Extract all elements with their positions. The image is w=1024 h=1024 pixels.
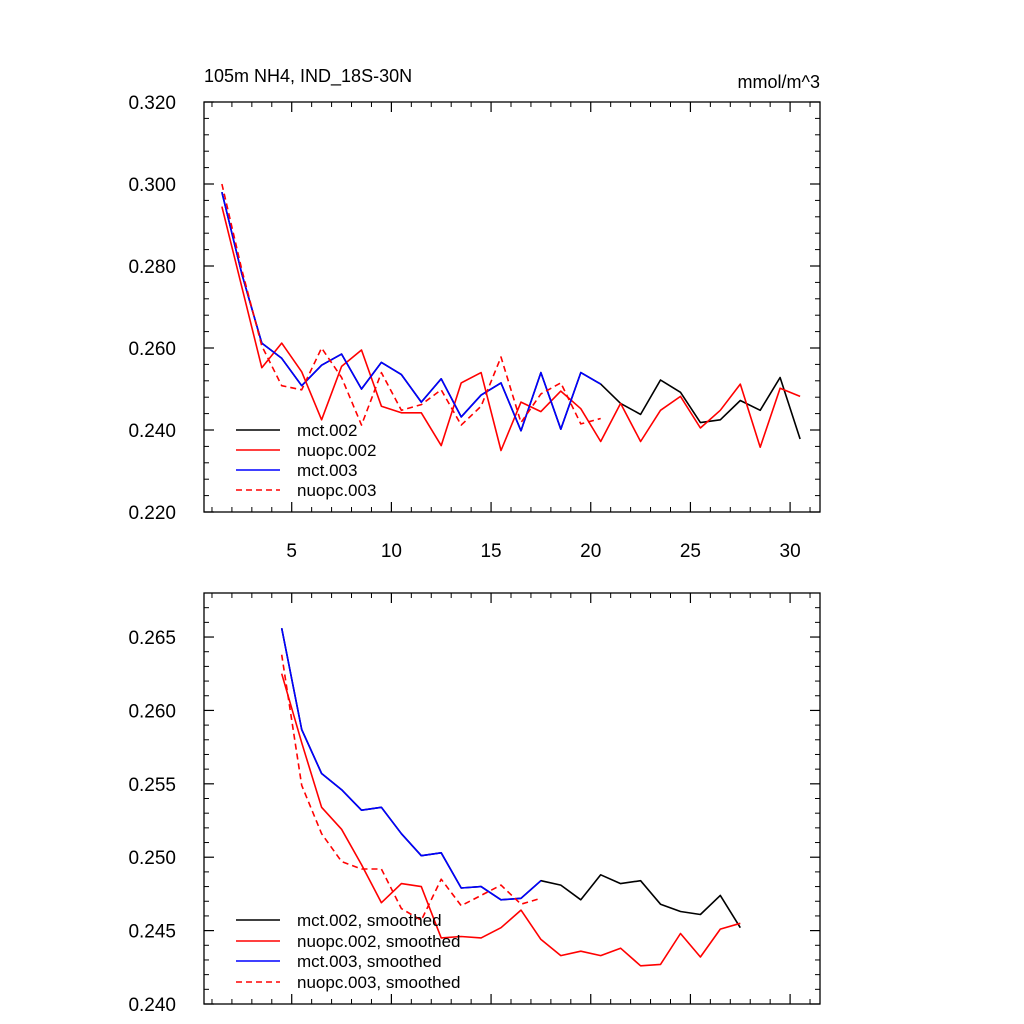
legend-label-mct-002: mct.002 (297, 421, 357, 440)
legend: mct.002, smoothed nuopc.002, smoothed mc… (236, 911, 461, 992)
x-tick-label: 10 (381, 541, 402, 562)
x-tick-label: 15 (480, 541, 501, 562)
y-tick-label: 0.260 (128, 339, 176, 360)
legend-label-nuopc-003: nuopc.003 (297, 481, 376, 500)
series-line-mct-003 (221, 192, 602, 432)
y-tick-label: 0.240 (128, 995, 176, 1016)
y-tick-label: 0.280 (128, 257, 176, 278)
legend-label-mct-003: mct.003 (297, 461, 357, 480)
x-tick-label: 25 (680, 541, 701, 562)
x-tick-labels: 5 10 15 20 25 30 (286, 541, 800, 562)
legend-label-mct-003-smoothed: mct.003, smoothed (297, 952, 442, 971)
x-tick-label: 20 (580, 541, 601, 562)
legend-label-nuopc-002: nuopc.002 (297, 441, 376, 460)
y-tick-label: 0.300 (128, 175, 176, 196)
y-tick-label: 0.240 (128, 421, 176, 442)
y-tick-label: 0.260 (128, 701, 176, 722)
x-tick-label: 30 (780, 541, 801, 562)
series-line-nuopc-002-smoothed (280, 673, 741, 967)
series-line-nuopc-003-smoothed (280, 654, 542, 922)
top-chart-panel: 105m NH4, IND_18S-30N mmol/m^3 0.220 0.24… (128, 66, 821, 562)
legend-label-mct-002-smoothed: mct.002, smoothed (297, 911, 442, 930)
x-tick-label: 5 (286, 541, 297, 562)
legend-label-nuopc-002-smoothed: nuopc.002, smoothed (297, 932, 461, 951)
chart-title: 105m NH4, IND_18S-30N (204, 66, 412, 87)
y-tick-label: 0.320 (128, 93, 176, 114)
plot-frame (203, 101, 821, 513)
legend-label-nuopc-003-smoothed: nuopc.003, smoothed (297, 973, 461, 992)
units-label: mmol/m^3 (738, 72, 820, 92)
series-line-mct-003-smoothed (280, 628, 542, 901)
series-line-nuopc-003 (221, 183, 601, 426)
series-lines (221, 183, 801, 452)
axis-ticks (204, 101, 820, 513)
y-tick-label: 0.255 (128, 775, 176, 796)
axis-ticks (204, 592, 820, 1005)
y-tick-label: 0.245 (128, 922, 176, 943)
legend: mct.002 nuopc.002 mct.003 nuopc.003 (236, 421, 376, 500)
y-tick-label: 0.265 (128, 628, 176, 649)
y-tick-labels: 0.240 0.245 0.250 0.255 0.260 0.265 (128, 628, 176, 1016)
series-line-nuopc-002 (221, 206, 801, 452)
y-tick-labels: 0.220 0.240 0.260 0.280 0.300 0.320 (128, 93, 176, 524)
series-lines (280, 628, 741, 967)
bottom-chart-panel: 0.240 0.245 0.250 0.255 0.260 0.265 mct.002, … (128, 592, 821, 1016)
y-tick-label: 0.250 (128, 848, 176, 869)
y-tick-label: 0.220 (128, 503, 176, 524)
